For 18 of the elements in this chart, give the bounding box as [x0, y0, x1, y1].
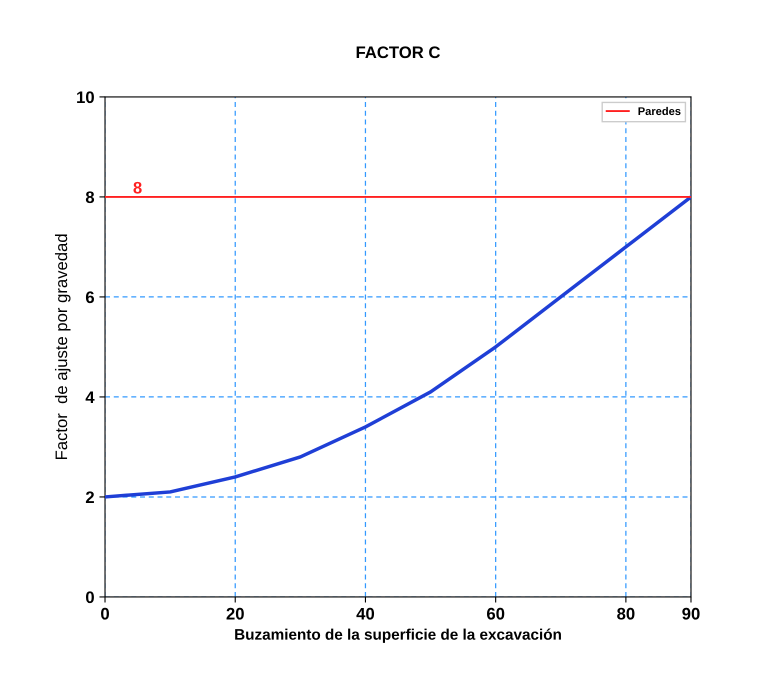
x-tick-label: 40: [356, 608, 374, 620]
y-tick-label: 10: [77, 91, 94, 104]
x-tick-label: 0: [101, 608, 109, 620]
x-tick-label: 90: [682, 608, 700, 620]
y-tick-label: 4: [86, 392, 95, 403]
x-tick-label: 60: [487, 608, 504, 620]
x-tick-label: 20: [226, 608, 244, 620]
y-tick-label: 2: [86, 491, 94, 503]
chart-title: FACTOR C: [356, 46, 440, 58]
y-tick-label: 6: [86, 291, 94, 304]
legend-label: Paredes: [638, 106, 681, 116]
y-tick-label: 8: [86, 191, 94, 204]
x-tick-label: 80: [617, 608, 634, 620]
x-axis-title: Buzamiento de la superficie de la excavación: [235, 628, 561, 643]
annotation: 8: [133, 182, 142, 194]
y-tick-label: 0: [86, 591, 94, 604]
line-series: [105, 195, 691, 499]
y-axis-title: Factor de ajuste por gravedad: [54, 234, 71, 460]
